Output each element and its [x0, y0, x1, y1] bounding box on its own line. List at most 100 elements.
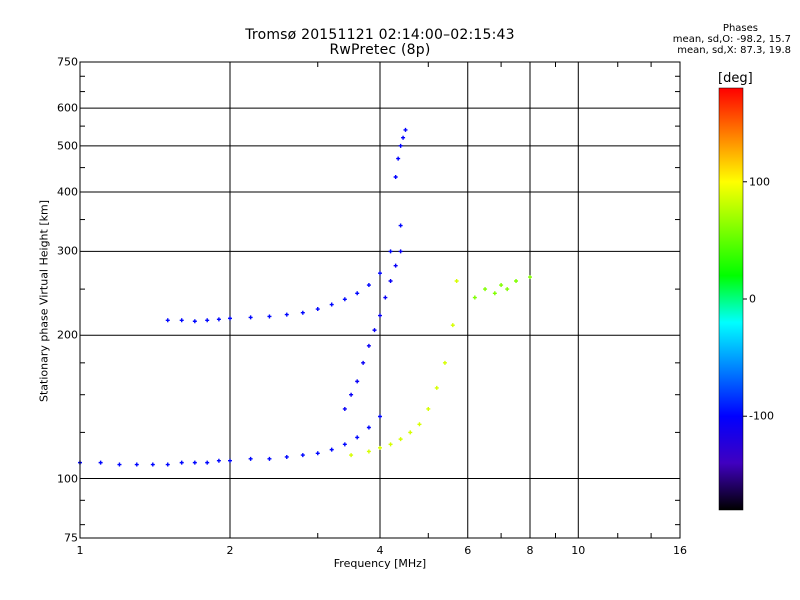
y-tick-label: 600 [57, 101, 78, 115]
data-point [426, 406, 431, 411]
data-point [396, 156, 401, 161]
data-point [165, 318, 170, 323]
data-point [267, 314, 272, 319]
data-point [315, 451, 320, 456]
chart-subtitle: RwPretec (8p) [329, 42, 431, 58]
data-point [355, 291, 360, 296]
data-point [398, 437, 403, 442]
data-point [483, 287, 488, 292]
data-point [408, 430, 413, 435]
data-point [393, 263, 398, 268]
data-point [383, 295, 388, 300]
data-point [205, 318, 210, 323]
x-tick-label: 16 [673, 544, 687, 557]
data-series [78, 127, 532, 467]
data-point [150, 462, 155, 467]
data-point [442, 360, 447, 365]
series-x-upper [472, 275, 532, 300]
data-point [192, 319, 197, 324]
x-tick-label: 8 [526, 544, 534, 557]
data-point [378, 271, 382, 276]
data-point [492, 291, 497, 296]
data-point [355, 379, 360, 384]
data-point [366, 343, 371, 348]
colorbar-tick-label: -100 [749, 409, 774, 423]
data-point [205, 460, 210, 465]
phase-summary-x: mean, sd,X: 87.3, 19.8 [677, 45, 791, 56]
series-o-upper [165, 223, 403, 324]
data-point [349, 392, 354, 397]
data-point [361, 360, 366, 365]
data-point [216, 458, 221, 463]
phase-summary: Phases mean, sd,O: -98.2, 15.7 mean, sd,… [600, 23, 800, 56]
chart-title: Tromsø 20151121 02:14:00–02:15:43 [245, 27, 515, 43]
x-tick-label: 6 [464, 544, 472, 557]
data-point [393, 174, 398, 179]
data-point [472, 295, 477, 300]
data-point [528, 275, 532, 280]
data-point [248, 315, 253, 320]
colorbar-ticks [743, 181, 747, 417]
plot-frame [79, 61, 681, 539]
data-point [342, 297, 347, 302]
colorbar [718, 87, 744, 511]
data-point [378, 313, 382, 318]
data-point [388, 279, 393, 284]
data-point [372, 328, 377, 333]
data-point [98, 460, 103, 465]
data-point [284, 312, 289, 317]
data-point [417, 422, 422, 427]
data-point [315, 307, 320, 312]
data-point [366, 449, 371, 454]
data-point [403, 127, 408, 132]
data-point [388, 249, 393, 254]
series-x [349, 279, 459, 458]
data-point [267, 456, 272, 461]
data-point [349, 453, 354, 458]
data-point [514, 279, 519, 284]
data-point [228, 316, 232, 321]
x-tick-label: 10 [571, 544, 586, 557]
x-axis-label: Frequency [MHz] [333, 557, 427, 570]
data-point [378, 414, 382, 419]
x-tick-label: 1 [76, 544, 84, 557]
data-point [134, 462, 139, 467]
y-axis-label: Stationary phase Virtual Height [km] [37, 199, 51, 403]
y-tick-label: 750 [57, 55, 78, 69]
data-point [450, 323, 455, 328]
phase-summary-heading: Phases [722, 23, 758, 34]
data-point [300, 310, 305, 315]
data-point [192, 460, 197, 465]
data-point [179, 318, 184, 323]
data-point [248, 456, 253, 461]
data-point [388, 442, 393, 447]
colorbar-tick-label: 100 [749, 175, 770, 189]
data-point [434, 385, 439, 390]
data-point [216, 317, 221, 322]
data-point [117, 462, 122, 467]
data-point [300, 453, 305, 458]
data-point [398, 223, 403, 228]
data-point [401, 135, 406, 140]
data-point [499, 283, 504, 288]
y-tick-label: 75 [64, 531, 78, 545]
x-tick-label: 2 [226, 544, 234, 557]
data-point [329, 302, 334, 307]
series-o-high [393, 127, 408, 179]
y-tick-label: 300 [57, 244, 78, 258]
data-point [355, 435, 360, 440]
data-point [179, 460, 184, 465]
y-tick-label: 400 [57, 185, 78, 199]
y-tick-label: 200 [57, 328, 78, 342]
data-point [454, 279, 459, 284]
data-point [398, 249, 403, 254]
data-point [165, 462, 170, 467]
data-point [398, 143, 403, 148]
grid [80, 62, 680, 538]
data-point [228, 458, 232, 463]
data-point [329, 447, 334, 452]
data-point [342, 442, 347, 447]
x-tick-label: 4 [376, 544, 384, 557]
y-tick-label: 500 [57, 139, 78, 153]
